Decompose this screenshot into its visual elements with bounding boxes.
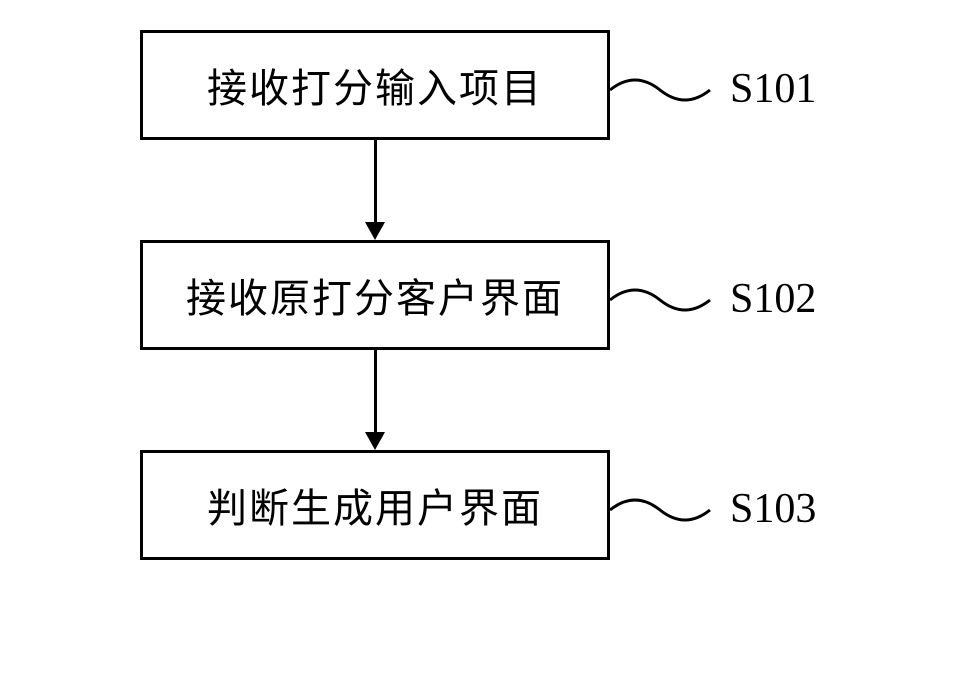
- arrow-line-2: [374, 350, 377, 432]
- step-text-1: 接收打分输入项目: [207, 56, 543, 114]
- arrow-head-2: [365, 432, 385, 450]
- step-label-2: S102: [730, 275, 816, 323]
- step-box-3: 判断生成用户界面: [140, 450, 610, 560]
- step-text-3: 判断生成用户界面: [207, 476, 543, 534]
- step-label-1: S101: [730, 65, 816, 113]
- step-box-1: 接收打分输入项目: [140, 30, 610, 140]
- connector-1: [610, 75, 720, 105]
- arrow-head-1: [365, 222, 385, 240]
- arrow-line-1: [374, 140, 377, 222]
- step-label-3: S103: [730, 485, 816, 533]
- connector-3: [610, 495, 720, 525]
- connector-2: [610, 285, 720, 315]
- step-box-2: 接收原打分客户界面: [140, 240, 610, 350]
- step-text-2: 接收原打分客户界面: [186, 266, 564, 324]
